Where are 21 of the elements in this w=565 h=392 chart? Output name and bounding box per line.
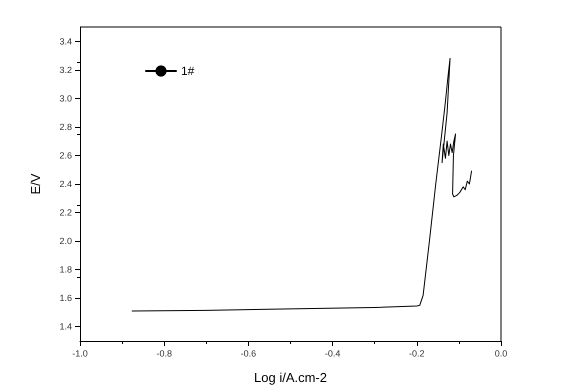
y-tick-label: 2.6: [59, 150, 72, 160]
y-axis-title: E/V: [28, 173, 43, 194]
x-tick-label: -0.4: [324, 348, 340, 358]
x-tick-label: -0.6: [240, 348, 256, 358]
y-tick-label: 1.4: [59, 322, 72, 332]
y-tick-label: 3.2: [59, 64, 72, 75]
y-tick-label: 3.4: [59, 36, 72, 46]
y-tick-label: 2.4: [59, 179, 72, 189]
line-series: [132, 58, 472, 312]
x-axis-title: Log i/A.cm-2: [254, 370, 327, 385]
x-tick-label: 0.0: [494, 348, 508, 358]
x-tick-label: -0.8: [156, 348, 172, 358]
x-tick-label: -1.0: [72, 348, 88, 358]
y-tick-label: 1.8: [59, 264, 72, 275]
x-tick-label: -0.2: [409, 348, 425, 358]
y-tick-label: 2.2: [59, 208, 72, 218]
y-tick-label: 2.8: [59, 122, 72, 132]
y-tick-label: 3.0: [59, 93, 72, 104]
legend-label: 1#: [181, 64, 195, 78]
y-tick-label: 1.6: [59, 293, 72, 304]
y-tick-label: 2.0: [59, 236, 72, 246]
